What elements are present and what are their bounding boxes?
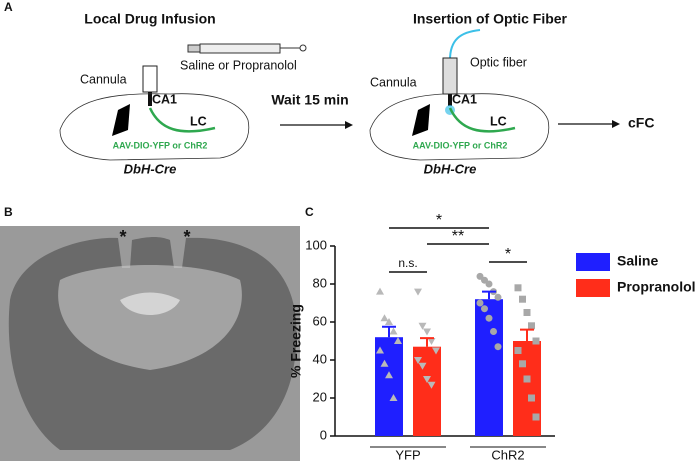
cannula bbox=[142, 65, 158, 93]
brain-outline bbox=[59, 93, 250, 161]
step-label: Wait 15 min bbox=[271, 92, 348, 108]
x-tick-label: ChR2 bbox=[491, 447, 524, 461]
data-point bbox=[427, 338, 436, 345]
region-label: LC bbox=[490, 114, 507, 128]
brain-ventricle bbox=[412, 104, 430, 136]
data-point bbox=[485, 280, 493, 288]
brain-outline bbox=[369, 93, 550, 161]
legend-swatch bbox=[576, 279, 610, 297]
data-point bbox=[519, 295, 526, 303]
data-point bbox=[414, 288, 422, 296]
data-point bbox=[423, 376, 431, 383]
projection bbox=[448, 107, 516, 133]
error-bar bbox=[382, 325, 396, 338]
significance-label: * bbox=[505, 246, 511, 263]
y-tick-label: 20 bbox=[313, 389, 327, 404]
data-point bbox=[432, 347, 440, 355]
data-point bbox=[481, 305, 488, 313]
data-point bbox=[494, 343, 502, 351]
region-label: CA1 bbox=[452, 92, 477, 106]
data-point bbox=[532, 413, 540, 421]
panel-label: B bbox=[4, 205, 13, 219]
significance-label: * bbox=[436, 212, 442, 229]
cannula-label: Cannula bbox=[370, 75, 417, 89]
legend-label: Propranolol bbox=[617, 279, 696, 295]
data-point bbox=[523, 309, 531, 316]
legend-swatch bbox=[576, 253, 610, 271]
data-point bbox=[376, 346, 384, 354]
drug-label: Saline or Propranolol bbox=[180, 58, 297, 72]
data-point bbox=[494, 293, 502, 301]
brain-section bbox=[0, 226, 300, 461]
significance-label: n.s. bbox=[398, 256, 417, 270]
cannula-tip bbox=[148, 92, 152, 106]
cannula-label: Cannula bbox=[80, 72, 127, 86]
projection bbox=[148, 107, 216, 133]
bar bbox=[375, 337, 403, 436]
data-point bbox=[418, 362, 427, 370]
cannula-tip bbox=[448, 94, 452, 106]
fiber-label: Optic fiber bbox=[470, 55, 527, 69]
data-point bbox=[376, 287, 384, 295]
arrowhead bbox=[345, 121, 353, 129]
significance-label: ** bbox=[452, 228, 464, 245]
data-point bbox=[490, 328, 497, 335]
data-point bbox=[418, 322, 427, 330]
data-point bbox=[389, 394, 398, 401]
data-point bbox=[476, 299, 484, 307]
panel-label: A bbox=[4, 0, 13, 14]
error-bar bbox=[420, 337, 434, 347]
data-point bbox=[519, 360, 526, 368]
data-point bbox=[385, 371, 393, 379]
legend-label: Saline bbox=[617, 253, 658, 269]
data-point bbox=[385, 318, 393, 325]
bar bbox=[513, 341, 541, 436]
y-tick-label: 60 bbox=[313, 313, 327, 328]
y-tick-label: 0 bbox=[320, 427, 327, 442]
data-point bbox=[394, 337, 402, 344]
fiber bbox=[449, 29, 481, 61]
step-title: Local Drug Infusion bbox=[84, 11, 215, 27]
virus-label: AAV-DIO-YFP or ChR2 bbox=[413, 140, 508, 150]
data-point bbox=[528, 322, 535, 330]
panel-label: C bbox=[305, 205, 314, 219]
cannula-mark: * bbox=[119, 227, 126, 247]
data-point bbox=[514, 284, 522, 292]
mouse-label: DbH-Cre bbox=[424, 161, 477, 176]
data-point bbox=[380, 359, 389, 367]
data-point bbox=[380, 314, 389, 322]
step-title: Insertion of Optic Fiber bbox=[413, 11, 568, 27]
mouse-label: DbH-Cre bbox=[124, 161, 177, 176]
data-point bbox=[414, 357, 422, 364]
y-tick-label: 80 bbox=[313, 275, 327, 290]
data-point bbox=[528, 394, 535, 402]
data-point bbox=[532, 337, 540, 345]
arrowhead bbox=[612, 120, 620, 128]
data-point bbox=[514, 347, 522, 354]
cannula bbox=[442, 57, 458, 95]
region-label: LC bbox=[190, 114, 207, 128]
cannula-mark: * bbox=[183, 227, 190, 247]
virus-label: AAV-DIO-YFP or ChR2 bbox=[113, 140, 208, 150]
brain-ventricle bbox=[112, 104, 130, 136]
y-tick-label: 40 bbox=[313, 351, 327, 366]
data-point bbox=[427, 381, 436, 389]
y-axis-label: % Freezing bbox=[288, 304, 304, 378]
syringe bbox=[187, 43, 307, 54]
data-point bbox=[485, 314, 493, 322]
x-tick-label: YFP bbox=[395, 447, 420, 461]
data-point bbox=[423, 328, 431, 336]
error-bar bbox=[482, 290, 496, 300]
data-point bbox=[523, 375, 531, 383]
outcome-label: cFC bbox=[628, 115, 654, 131]
data-point bbox=[389, 327, 398, 335]
region-label: CA1 bbox=[152, 92, 177, 106]
y-tick-label: 100 bbox=[305, 237, 327, 252]
error-bar bbox=[520, 328, 534, 341]
bar bbox=[475, 299, 503, 436]
